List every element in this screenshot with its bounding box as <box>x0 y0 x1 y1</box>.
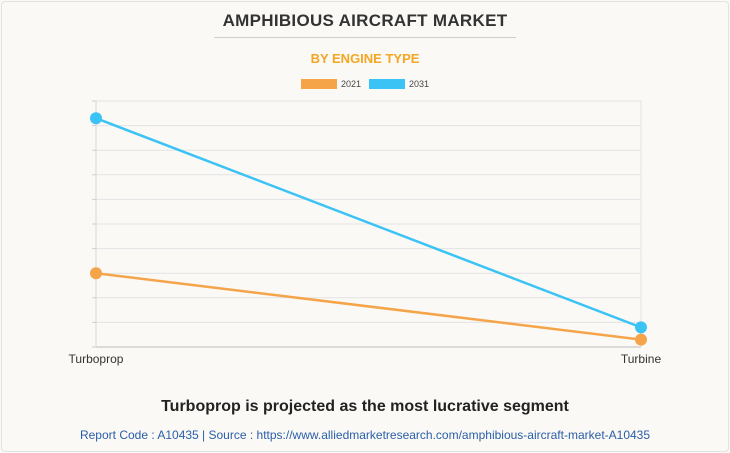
legend-item-2021[interactable]: 2021 <box>300 79 361 89</box>
chart-legend: 2021 2031 <box>0 79 730 89</box>
data-point-2021-turbine <box>635 333 647 346</box>
x-tick-label-turbine: Turbine <box>621 352 662 366</box>
chart-subtitle: BY ENGINE TYPE <box>310 51 420 66</box>
legend-label-2021: 2021 <box>340 79 361 89</box>
legend-item-2031[interactable]: 2031 <box>369 79 429 89</box>
series-line-2031 <box>95 117 642 329</box>
data-point-2031-turbine <box>635 321 647 334</box>
data-point-2021-turboprop <box>90 267 102 280</box>
legend-swatch-2031 <box>369 79 405 89</box>
legend-label-2031: 2031 <box>409 79 430 89</box>
data-point-2031-turboprop <box>90 112 102 125</box>
legend-swatch-2021 <box>300 79 337 89</box>
chart-title: AMPHIBIOUS AIRCRAFT MARKET <box>222 11 508 30</box>
x-tick-label-turboprop: Turboprop <box>69 352 124 366</box>
headline: Turboprop is projected as the most lucra… <box>161 398 569 415</box>
title-divider <box>214 37 516 38</box>
source-line[interactable]: Report Code : A10435 | Source : https://… <box>79 428 651 442</box>
series-line-2021 <box>95 271 642 341</box>
